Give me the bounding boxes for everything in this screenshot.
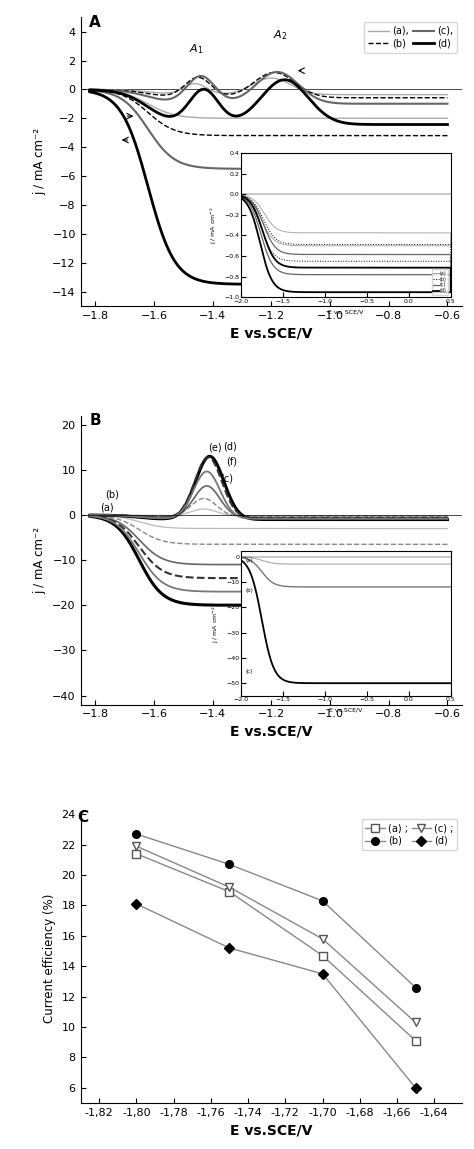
Text: (a): (a): [100, 502, 113, 512]
X-axis label: E vs.SCE/V: E vs.SCE/V: [230, 326, 313, 340]
X-axis label: E vs.SCE/V: E vs.SCE/V: [230, 725, 313, 739]
Text: B: B: [90, 412, 101, 427]
Text: (d): (d): [223, 441, 237, 452]
Y-axis label: j / mA cm⁻²: j / mA cm⁻²: [34, 129, 46, 195]
Legend: (a),, (b), (c),, (d): (a),, (b), (c),, (d): [364, 22, 457, 53]
Text: (c): (c): [220, 473, 233, 484]
X-axis label: E vs.SCE/V: E vs.SCE/V: [230, 1124, 313, 1138]
Text: (e): (e): [208, 444, 222, 453]
Y-axis label: j / mA cm⁻²: j / mA cm⁻²: [34, 526, 46, 594]
Text: $A_2$: $A_2$: [273, 29, 287, 43]
Text: (b): (b): [106, 489, 119, 500]
Text: (f): (f): [226, 456, 237, 466]
Y-axis label: Current efficiency (%): Current efficiency (%): [43, 894, 56, 1024]
Text: A: A: [90, 15, 101, 30]
Legend: (a) ;, (b), (c) ;, (d): (a) ;, (b), (c) ;, (d): [362, 819, 457, 850]
Text: C: C: [77, 810, 88, 825]
Text: $A_1$: $A_1$: [189, 43, 204, 56]
